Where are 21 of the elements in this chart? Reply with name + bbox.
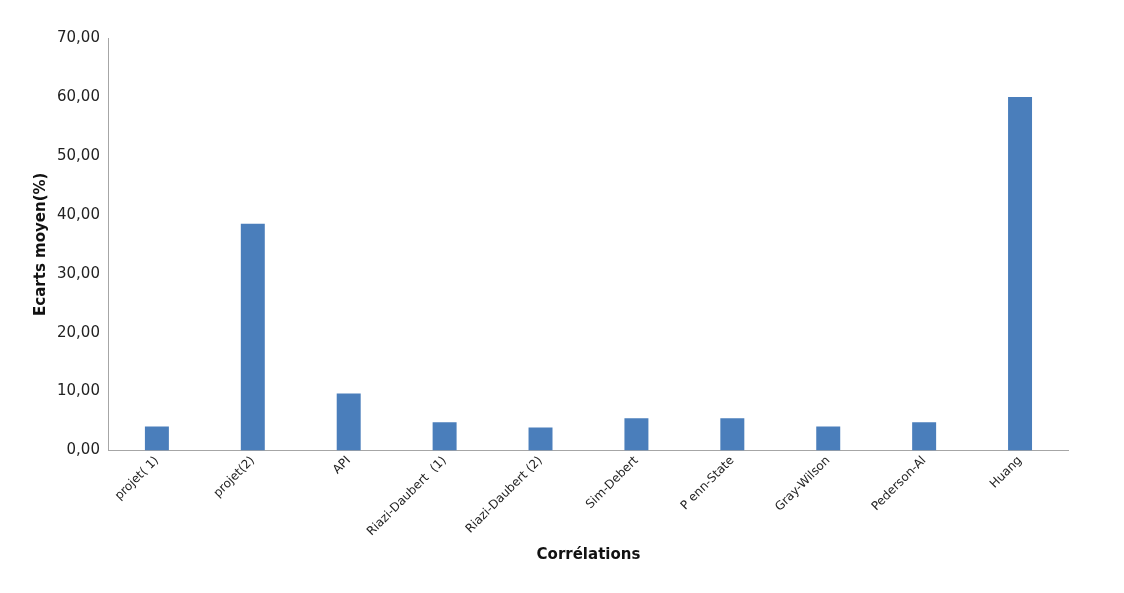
y-axis-title: Ecarts moyen(%) — [30, 172, 49, 316]
bar — [336, 393, 361, 451]
y-tick-label: 30,00 — [56, 263, 100, 282]
bar — [1008, 96, 1033, 451]
bar — [816, 426, 841, 451]
y-tick-label: 50,00 — [56, 145, 100, 164]
bar — [432, 422, 457, 451]
bar — [528, 427, 553, 451]
bar — [240, 223, 265, 451]
y-tick-label: 20,00 — [56, 322, 100, 341]
bar — [624, 418, 649, 451]
bar — [144, 426, 169, 451]
y-tick-label: 40,00 — [56, 204, 100, 223]
x-tick-label: API — [329, 453, 354, 477]
bar — [912, 422, 937, 451]
y-tick-label: 0,00 — [66, 440, 100, 459]
y-tick-label: 60,00 — [56, 86, 100, 105]
x-axis-title: Corrélations — [536, 544, 641, 563]
y-tick-label: 70,00 — [56, 27, 100, 46]
y-tick-label: 10,00 — [56, 381, 100, 400]
bar — [720, 418, 745, 451]
